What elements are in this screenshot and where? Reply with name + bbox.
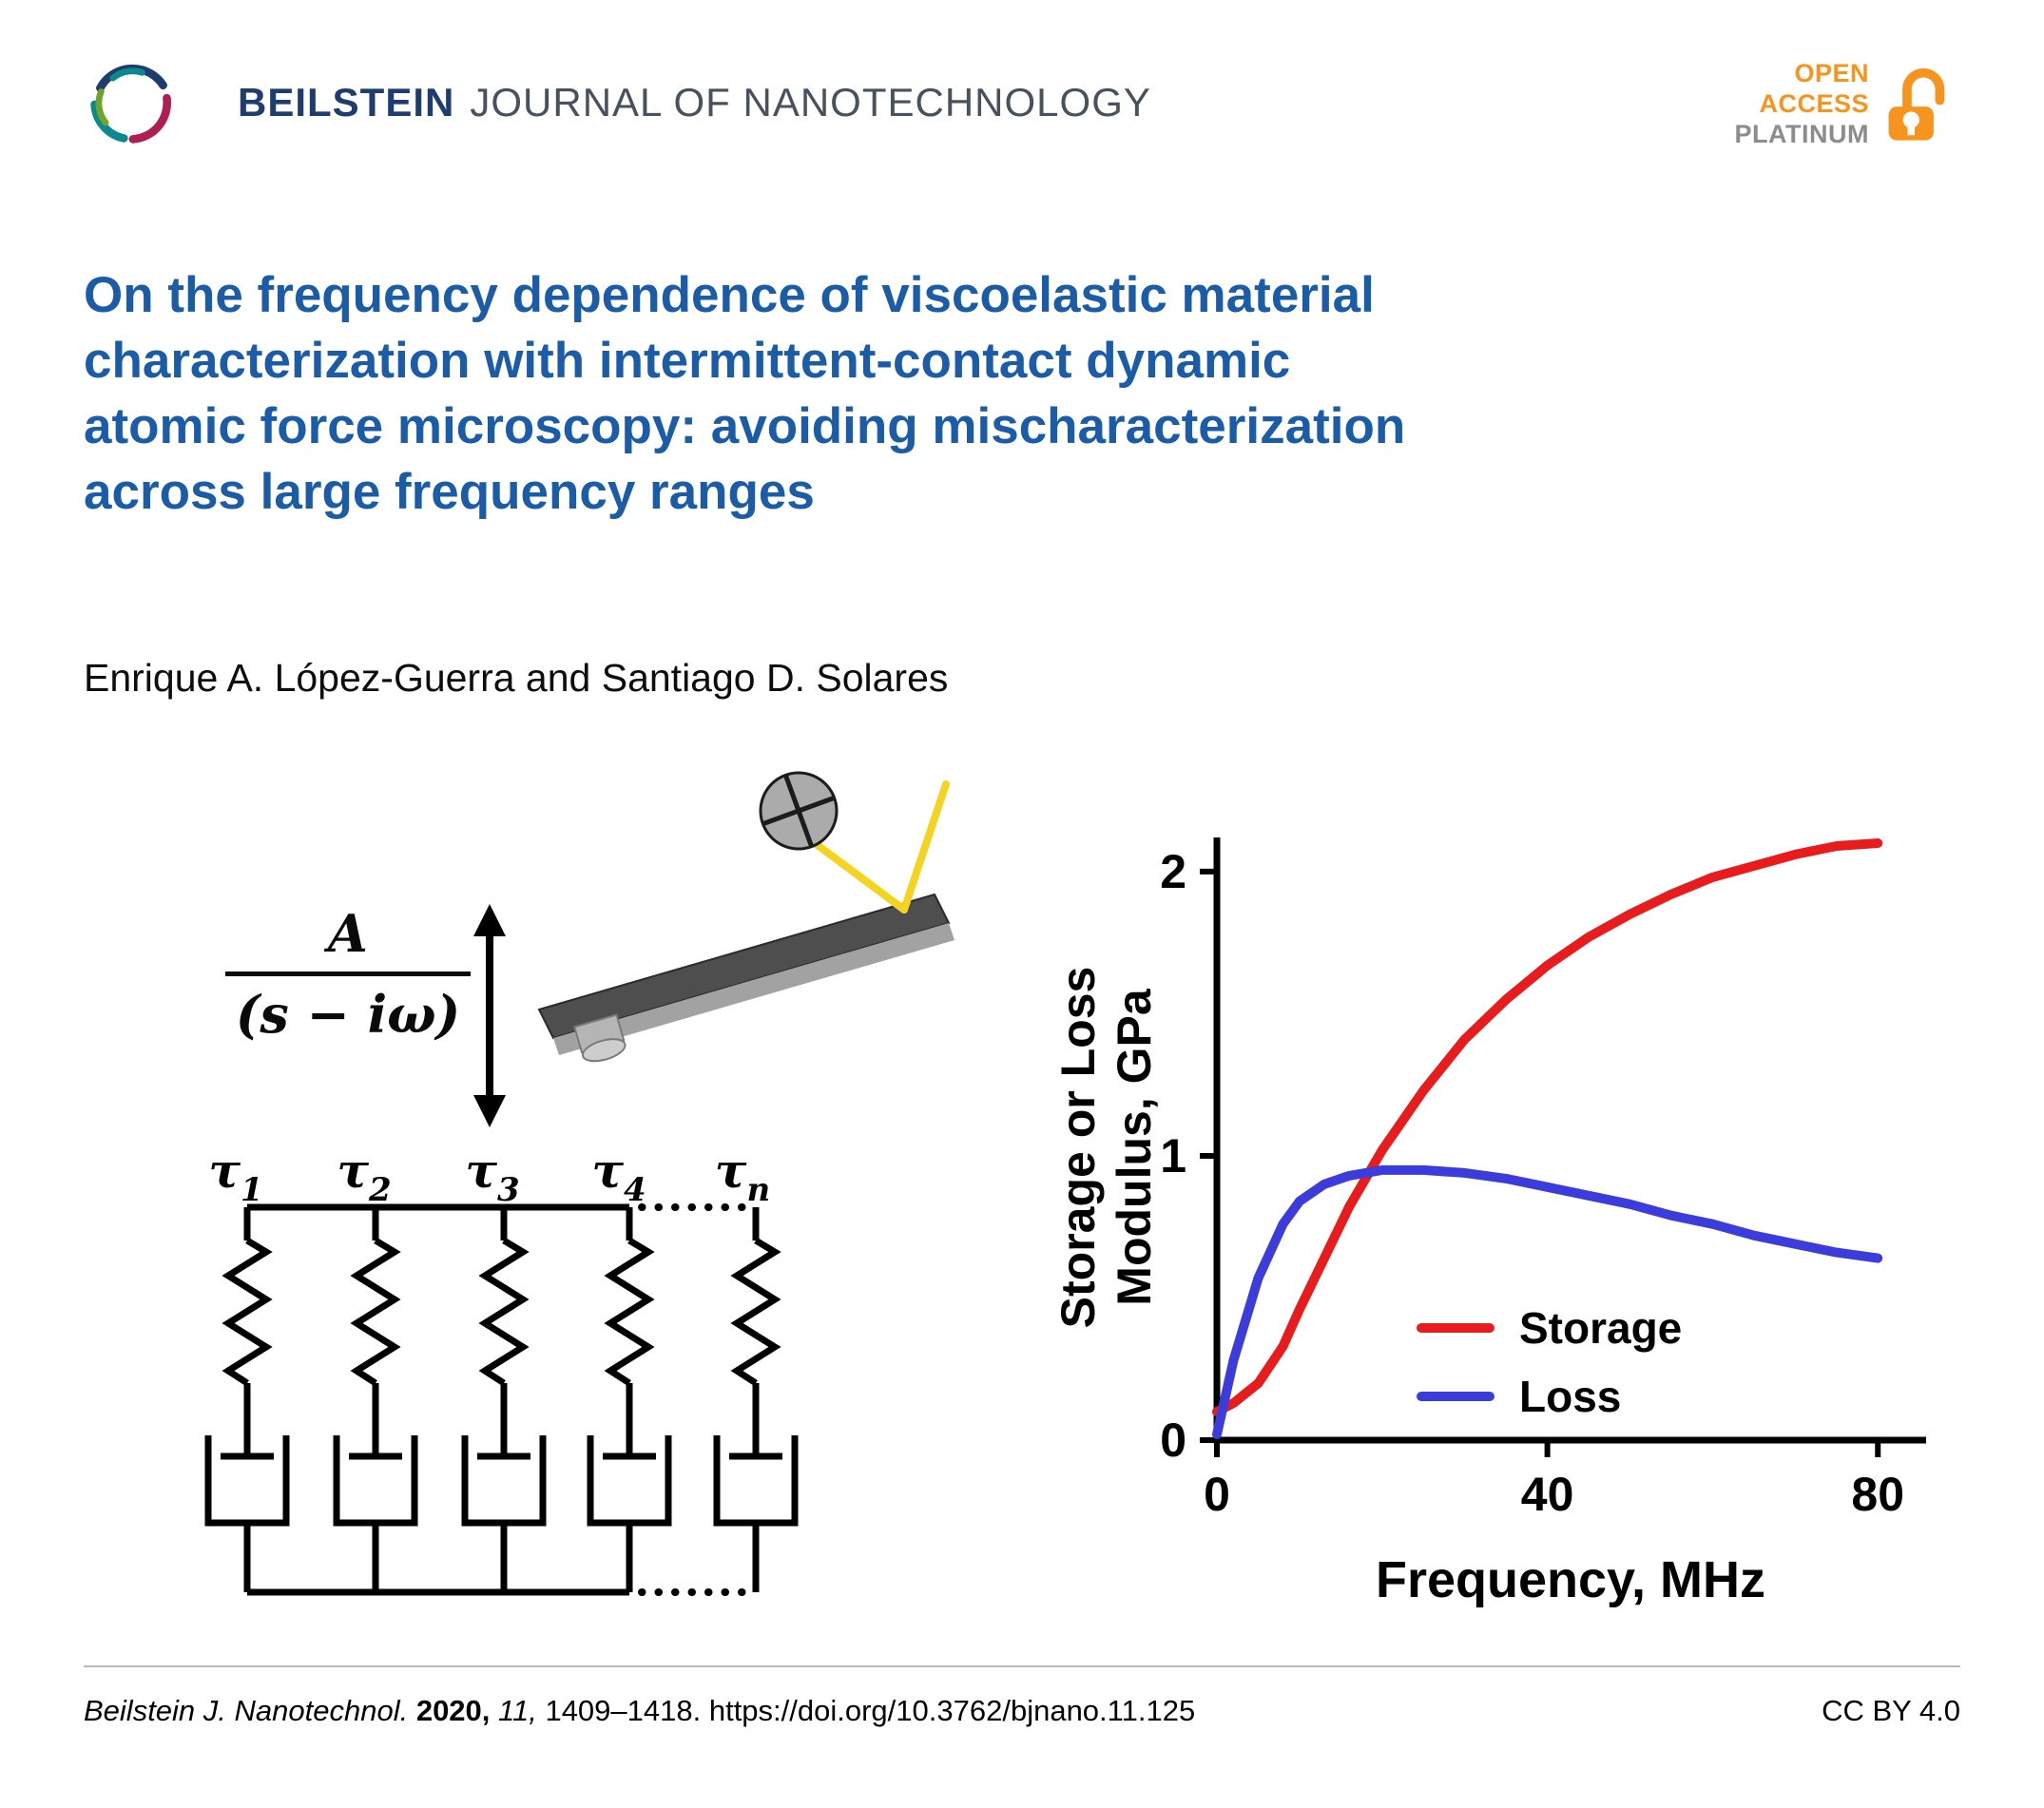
maxwell-branch-1	[208, 1207, 286, 1592]
loss-curve	[1212, 1164, 1883, 1439]
fraction-bar	[225, 971, 471, 976]
citation: Beilstein J. Nanotechnol. 2020, 11, 1409…	[84, 1694, 1195, 1728]
journal-name-beilstein: BEILSTEIN	[238, 80, 455, 125]
legend-item: Loss	[1417, 1371, 1682, 1422]
citation-year: 2020,	[415, 1694, 491, 1727]
y-tick-label: 1	[1160, 1129, 1186, 1183]
journal-masthead: BEILSTEIN JOURNAL OF NANOTECHNOLOGY	[238, 57, 1151, 148]
amplitude-arrow	[473, 904, 506, 1127]
y-tick-label: 0	[1160, 1414, 1186, 1467]
transfer-function-formula: A (s − iω)	[225, 903, 471, 1045]
legend-item: Storage	[1417, 1302, 1682, 1354]
tau-label-2: τ2	[337, 1143, 391, 1209]
open-lock-icon	[1888, 67, 1945, 141]
formula-numerator: A	[328, 903, 368, 964]
article-title-line: atomic force microscopy: avoiding mischa…	[84, 398, 1406, 454]
article-title-line: across large frequency ranges	[84, 464, 815, 520]
chart-x-axis-label: Frequency, MHz	[1375, 1551, 1766, 1608]
x-tick-label: 40	[1521, 1468, 1574, 1521]
open-access-text: OPEN ACCESS PLATINUM	[1735, 59, 1869, 150]
open-access-word-platinum: PLATINUM	[1734, 119, 1869, 148]
modulus-vs-frequency-chart: 0 40 80 0 1 2 Storage Loss Frequency, MHz	[1131, 813, 2006, 1649]
citation-volume: 11,	[498, 1694, 537, 1727]
tau-label-4: τ4	[591, 1143, 646, 1209]
maxwell-branch-n	[717, 1207, 795, 1592]
legend-line-swatch	[1417, 1323, 1494, 1333]
chart-plot-area: 0 40 80 0 1 2	[1160, 837, 1926, 1521]
maxwell-branch-3	[465, 1207, 543, 1592]
article-title-line: On the frequency dependence of viscoelas…	[84, 267, 1375, 323]
citation-journal: Beilstein J. Nanotechnol.	[84, 1694, 409, 1727]
legend-label: Loss	[1519, 1372, 1622, 1421]
authors-line: Enrique A. López-Guerra and Santiago D. …	[84, 656, 949, 700]
x-tick-label: 80	[1851, 1468, 1904, 1521]
open-access-word-access: ACCESS	[1759, 88, 1869, 118]
maxwell-branch-2	[337, 1207, 415, 1592]
photodetector-icon	[759, 771, 839, 851]
footer-divider	[84, 1665, 1960, 1667]
open-access-badge: OPEN ACCESS PLATINUM	[1735, 59, 1962, 150]
x-tick-label: 0	[1204, 1468, 1230, 1521]
beilstein-logo	[90, 64, 172, 144]
tau-label-1: τ1	[208, 1143, 262, 1209]
afm-cantilever	[537, 893, 955, 1063]
afm-tip	[573, 1013, 627, 1063]
generalized-maxwell-model: τ1 τ2 τ3 τ4 τn	[208, 1143, 795, 1596]
license-label: CC BY 4.0	[1822, 1694, 1960, 1727]
open-access-word-open: OPEN	[1794, 59, 1869, 87]
storage-curve	[1212, 838, 1883, 1417]
laser-beam	[800, 780, 950, 914]
citation-pages-doi[interactable]: 1409–1418. https://doi.org/10.3762/bjnan…	[545, 1694, 1196, 1727]
footer: Beilstein J. Nanotechnol. 2020, 11, 1409…	[84, 1694, 1960, 1728]
y-axis-label-line: Storage or Loss	[1051, 966, 1105, 1329]
graphical-abstract-diagram: τ1 τ2 τ3 τ4 τn	[100, 771, 955, 1596]
tau-label-n: τn	[715, 1143, 770, 1209]
maxwell-branch-4	[590, 1207, 668, 1592]
chart-legend: Storage Loss	[1417, 1302, 1682, 1422]
legend-line-swatch	[1417, 1392, 1494, 1401]
formula-denominator: (s − iω)	[235, 984, 461, 1045]
article-title: On the frequency dependence of viscoelas…	[84, 262, 1405, 525]
legend-label: Storage	[1519, 1303, 1683, 1353]
tau-label-3: τ3	[465, 1143, 519, 1209]
article-title-line: characterization with intermittent-conta…	[84, 333, 1291, 389]
y-tick-label: 2	[1160, 845, 1186, 898]
journal-name-rest: JOURNAL OF NANOTECHNOLOGY	[470, 80, 1151, 125]
